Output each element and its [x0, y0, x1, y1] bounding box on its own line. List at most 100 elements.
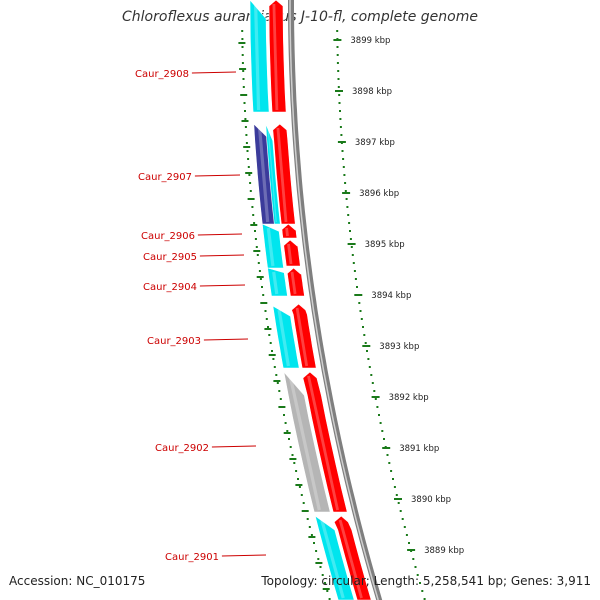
scale-label: 3898 kbp	[352, 87, 392, 97]
ruler-dot-right	[368, 366, 371, 368]
ruler-dot-right	[412, 558, 415, 560]
ruler-dot-left	[273, 366, 276, 368]
ruler-dot-right	[386, 454, 389, 456]
ruler-dot-left	[256, 254, 259, 256]
ruler-dot-left	[293, 462, 296, 464]
ruler-dot-right	[338, 102, 341, 104]
ruler-dot-right	[364, 342, 367, 344]
ruler-dot-left	[326, 590, 329, 592]
scale-label: 3899 kbp	[350, 36, 390, 46]
ruler-dot-right	[354, 278, 357, 280]
gene-label-leader	[191, 71, 237, 74]
ruler-dot-right	[337, 86, 340, 88]
ruler-tick-left	[273, 380, 281, 382]
scale-label: 3894 kbp	[371, 291, 411, 301]
ruler-tick-left	[295, 484, 303, 486]
ruler-dot-right	[419, 582, 421, 584]
cds-reverse-segment	[265, 123, 281, 225]
ruler-dot-right	[379, 422, 382, 424]
ruler-tick-left	[308, 536, 316, 538]
ruler-tick-left	[245, 172, 253, 174]
ruler-dot-left	[269, 342, 272, 344]
ruler-dot-right	[359, 310, 362, 312]
ruler-dot-left	[276, 382, 279, 384]
ruler-dot-right	[352, 262, 355, 264]
ruler-dot-left	[254, 238, 257, 240]
gene-label: Caur_2902	[155, 443, 209, 454]
ruler-dot-right	[338, 94, 341, 96]
cds-reverse-segment-highlight	[288, 375, 321, 511]
gene-label-leader	[194, 174, 241, 177]
ruler-dot-left	[306, 518, 309, 520]
ruler-dot-right	[405, 534, 408, 536]
scale-label: 3892 kbp	[389, 393, 429, 403]
ruler-dot-right	[346, 206, 349, 208]
ruler-dot-right	[383, 438, 385, 440]
ruler-dot-left	[300, 494, 303, 496]
ruler-tick-left	[240, 94, 248, 96]
ruler-dot-right	[349, 238, 352, 240]
cds-forward-arrow-highlight	[338, 519, 363, 599]
cds-forward-arrow-highlight	[276, 127, 288, 223]
gene-label-leader	[211, 445, 257, 448]
ruler-tick-left	[238, 42, 246, 44]
ruler-dot-right	[378, 414, 380, 416]
ruler-dot-left	[310, 534, 313, 536]
cds-reverse-segment-highlight	[254, 3, 261, 111]
ruler-dot-right	[340, 134, 343, 136]
ruler-dot-left	[315, 550, 318, 552]
cds-forward-arrow-highlight	[287, 243, 293, 265]
scale-label: 3890 kbp	[411, 495, 451, 505]
ruler-tick-left	[253, 250, 261, 252]
ruler-dot-right	[353, 270, 356, 272]
ruler-dot-left	[244, 126, 247, 128]
scale-tick	[354, 294, 363, 296]
scale-tick	[335, 90, 343, 92]
ruler-dot-right	[339, 110, 341, 112]
ruler-dot-right	[370, 374, 373, 376]
cds-forward-arrow-highlight	[307, 375, 339, 511]
ruler-tick-left	[241, 120, 249, 122]
cds-reverse-segment-highlight	[266, 227, 275, 267]
ruler-dot-right	[414, 566, 417, 568]
ruler-dot-left	[278, 390, 281, 392]
ruler-dot-right	[356, 286, 358, 288]
ruler-dot-left	[244, 118, 247, 120]
scale-label: 3895 kbp	[365, 240, 405, 250]
ruler-dot-right	[343, 174, 346, 176]
gene-label: Caur_2907	[138, 172, 192, 183]
ruler-dot-left	[244, 110, 246, 112]
ruler-dot-left	[246, 150, 249, 152]
ruler-dot-left	[242, 78, 245, 80]
cds-forward-arrow-highlight	[272, 3, 279, 111]
ruler-dot-left	[255, 246, 258, 248]
ruler-dot-right	[349, 230, 351, 232]
ruler-dot-left	[243, 102, 246, 104]
ruler-tick-left	[315, 562, 323, 564]
scale-tick	[333, 39, 342, 41]
ruler-dot-left	[267, 326, 269, 328]
cds-forward-arrow-highlight	[295, 307, 309, 367]
cds-reverse-segment-highlight	[320, 519, 345, 599]
gene-label: Caur_2908	[135, 69, 189, 80]
gene-label: Caur_2905	[143, 252, 197, 263]
cds-forward-arrow	[302, 371, 348, 513]
ruler-dot-left	[317, 558, 320, 560]
ruler-dot-left	[328, 598, 331, 600]
accession-text: Accession: NC_010175	[9, 574, 146, 588]
ruler-dot-left	[248, 174, 251, 176]
ruler-dot-left	[261, 286, 263, 288]
gene-label: Caur_2903	[147, 336, 201, 347]
ruler-dot-left	[262, 294, 265, 296]
ruler-dot-right	[408, 542, 410, 544]
ruler-dot-left	[247, 158, 250, 160]
ruler-dot-right	[336, 54, 339, 56]
genome-summary-text: Topology: circular; Length: 5,258,541 bp…	[261, 574, 591, 588]
ruler-tick-left	[322, 588, 330, 590]
ruler-dot-right	[362, 326, 364, 328]
ruler-dot-right	[336, 46, 339, 48]
cds-forward-arrow	[272, 123, 296, 225]
gene-label-leader	[199, 254, 245, 257]
ruler-dot-left	[286, 430, 289, 432]
